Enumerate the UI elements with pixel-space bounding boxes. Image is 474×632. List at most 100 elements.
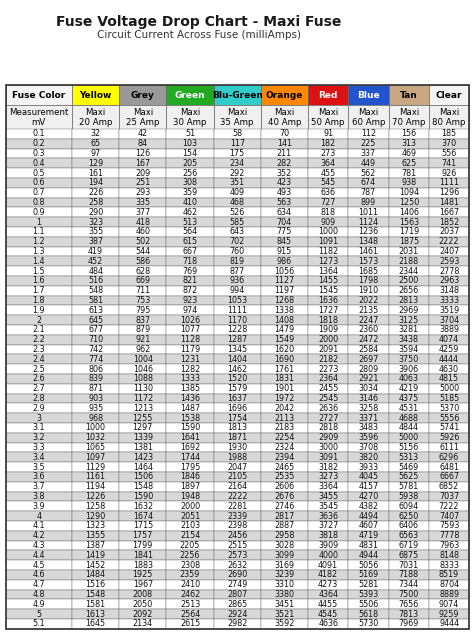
Text: 4.9: 4.9	[33, 600, 45, 609]
Bar	[261, 149, 308, 159]
Text: 352: 352	[277, 169, 292, 178]
Bar	[308, 472, 348, 482]
Bar	[6, 266, 72, 276]
Bar	[6, 619, 72, 629]
Text: 251: 251	[135, 178, 150, 187]
Bar	[6, 364, 72, 374]
Bar	[214, 472, 261, 482]
Text: 1461: 1461	[358, 247, 378, 256]
Bar	[261, 609, 308, 619]
Text: 2.2: 2.2	[33, 335, 45, 344]
Bar	[261, 217, 308, 227]
Bar	[72, 286, 119, 296]
Bar	[119, 335, 166, 344]
Text: 5938: 5938	[399, 492, 419, 501]
Bar	[429, 296, 469, 305]
Bar	[6, 105, 72, 129]
Bar	[348, 344, 389, 355]
Text: 5556: 5556	[439, 413, 459, 423]
Text: 129: 129	[88, 159, 103, 167]
Bar	[308, 403, 348, 413]
Bar	[6, 413, 72, 423]
Text: 112: 112	[361, 130, 376, 138]
Text: 4815: 4815	[439, 374, 459, 384]
Bar	[348, 159, 389, 168]
Text: 613: 613	[88, 306, 103, 315]
Bar	[214, 335, 261, 344]
Text: Maxi: Maxi	[180, 108, 200, 117]
Bar	[166, 521, 214, 531]
Text: 936: 936	[230, 276, 245, 286]
Bar	[429, 423, 469, 433]
Text: 0.4: 0.4	[33, 159, 45, 167]
Bar	[348, 355, 389, 364]
Text: 5393: 5393	[358, 590, 379, 599]
Bar	[6, 492, 72, 501]
Text: Circuit Current Across Fuse (milliAmps): Circuit Current Across Fuse (milliAmps)	[97, 30, 301, 40]
Bar	[119, 315, 166, 325]
Text: 1004: 1004	[133, 355, 153, 364]
Bar	[429, 521, 469, 531]
Text: 839: 839	[88, 374, 103, 384]
Text: 1692: 1692	[180, 443, 200, 452]
Bar	[166, 580, 214, 590]
Bar	[214, 139, 261, 149]
Bar	[166, 198, 214, 207]
Text: 364: 364	[321, 159, 336, 167]
Text: 1194: 1194	[86, 482, 106, 491]
Text: 2465: 2465	[274, 463, 294, 471]
Bar	[6, 325, 72, 335]
Text: 1674: 1674	[133, 512, 153, 521]
Bar	[119, 374, 166, 384]
Bar	[308, 149, 348, 159]
Text: 1846: 1846	[180, 472, 200, 482]
Bar	[166, 403, 214, 413]
Bar	[308, 394, 348, 403]
Bar	[308, 501, 348, 511]
Bar	[389, 149, 429, 159]
Bar	[348, 315, 389, 325]
Text: 7344: 7344	[399, 580, 419, 589]
Text: 1897: 1897	[180, 482, 200, 491]
Bar	[261, 540, 308, 550]
Text: 3750: 3750	[399, 355, 419, 364]
Bar	[119, 619, 166, 629]
Bar	[389, 139, 429, 149]
Text: 182: 182	[320, 139, 336, 148]
Text: 5.1: 5.1	[33, 619, 45, 628]
Bar	[214, 394, 261, 403]
Bar	[119, 590, 166, 599]
Bar	[166, 492, 214, 501]
Text: 4273: 4273	[318, 580, 338, 589]
Text: 2398: 2398	[227, 521, 247, 530]
Bar	[308, 453, 348, 462]
Bar	[119, 217, 166, 227]
Bar	[261, 276, 308, 286]
Bar	[72, 364, 119, 374]
Bar	[429, 482, 469, 492]
Bar	[214, 188, 261, 198]
Bar	[166, 129, 214, 139]
Text: 3034: 3034	[358, 384, 378, 393]
Text: 377: 377	[135, 208, 150, 217]
Bar	[72, 335, 119, 344]
Text: 2513: 2513	[180, 600, 200, 609]
Text: 449: 449	[361, 159, 376, 167]
Bar	[261, 207, 308, 217]
Text: 290: 290	[88, 208, 103, 217]
Bar	[214, 296, 261, 305]
Bar	[166, 550, 214, 560]
Bar	[119, 599, 166, 609]
Text: 2047: 2047	[227, 463, 247, 471]
Text: 2982: 2982	[227, 619, 247, 628]
Bar	[214, 276, 261, 286]
Text: 1423: 1423	[133, 453, 153, 462]
Bar	[348, 472, 389, 482]
Text: 4688: 4688	[399, 413, 419, 423]
Bar	[429, 550, 469, 560]
Bar	[166, 286, 214, 296]
Text: 915: 915	[277, 247, 292, 256]
Text: 2472: 2472	[358, 335, 379, 344]
Text: 156: 156	[401, 130, 416, 138]
Bar	[389, 276, 429, 286]
